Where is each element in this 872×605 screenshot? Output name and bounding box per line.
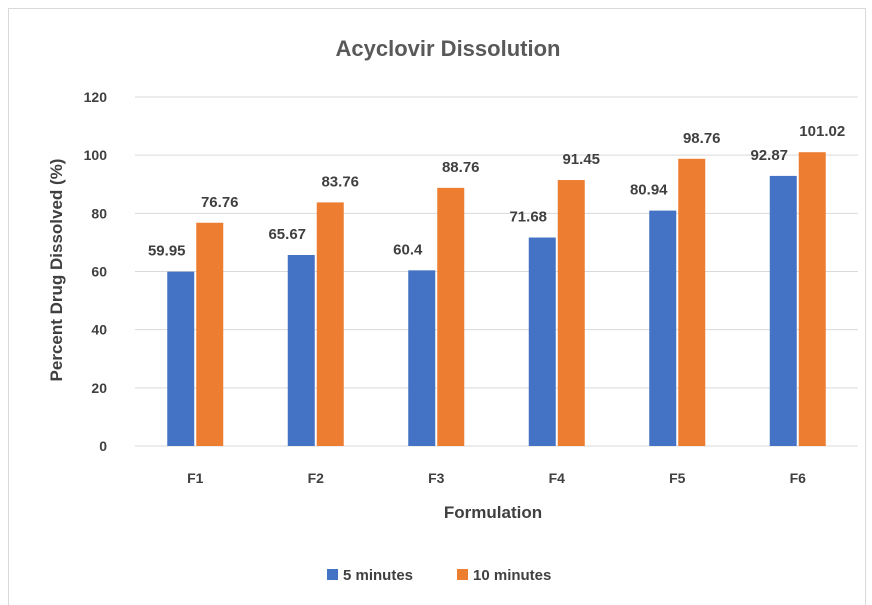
y-tick-label: 0 — [99, 438, 107, 454]
y-tick-label: 100 — [84, 147, 108, 163]
bar-F1-5min — [167, 271, 195, 446]
data-label: 98.76 — [683, 130, 721, 147]
bars — [167, 152, 826, 447]
legend-swatch — [457, 569, 468, 580]
bar-F1-10min — [196, 222, 224, 446]
x-tick-label: F4 — [549, 470, 566, 486]
y-tick-label: 120 — [84, 89, 108, 105]
data-labels: 59.95 76.76 65.67 83.76 60.4 88.76 71.68 91.45 8… — [148, 123, 845, 259]
bar-F6-10min — [798, 152, 826, 446]
bar-F3-10min — [437, 187, 465, 447]
x-axis-ticks: F1 F2 F3 F4 F5 F6 — [187, 470, 806, 486]
x-tick-label: F5 — [669, 470, 686, 486]
data-label: 83.76 — [321, 173, 359, 190]
data-label: 91.45 — [562, 151, 600, 168]
x-tick-label: F3 — [428, 470, 445, 486]
y-tick-label: 40 — [91, 322, 107, 338]
x-axis-title: Formulation — [444, 503, 542, 522]
bar-F2-5min — [287, 255, 315, 446]
bar-F6-5min — [769, 175, 797, 446]
bar-F2-10min — [316, 202, 344, 446]
y-tick-label: 60 — [91, 264, 107, 280]
y-axis-ticks: 0 20 40 60 80 100 120 — [84, 89, 108, 454]
data-label: 71.68 — [509, 209, 547, 226]
legend: 5 minutes 10 minutes — [327, 567, 551, 584]
data-label: 101.02 — [799, 123, 845, 140]
x-tick-label: F6 — [790, 470, 807, 486]
y-tick-label: 80 — [91, 205, 107, 221]
bar-F3-5min — [408, 270, 436, 446]
legend-label: 10 minutes — [473, 567, 551, 584]
gridlines — [135, 96, 858, 447]
chart-title: Acyclovir Dissolution — [336, 36, 561, 61]
bar-F4-10min — [557, 180, 585, 447]
data-label: 60.4 — [393, 241, 423, 258]
legend-swatch — [327, 569, 338, 580]
data-label: 88.76 — [442, 159, 480, 176]
chart-frame — [8, 8, 866, 605]
x-tick-label: F2 — [308, 470, 325, 486]
data-label: 59.95 — [148, 243, 186, 260]
bar-F5-5min — [649, 210, 677, 446]
y-tick-label: 20 — [91, 380, 107, 396]
legend-label: 5 minutes — [343, 567, 413, 584]
y-axis-title: Percent Drug Dissolved (%) — [47, 159, 66, 382]
data-label: 80.94 — [630, 182, 668, 199]
data-label: 92.87 — [750, 147, 788, 164]
data-label: 65.67 — [268, 226, 306, 243]
x-tick-label: F1 — [187, 470, 204, 486]
bar-F4-5min — [528, 237, 556, 446]
data-label: 76.76 — [201, 194, 239, 211]
bar-F5-10min — [678, 158, 706, 446]
